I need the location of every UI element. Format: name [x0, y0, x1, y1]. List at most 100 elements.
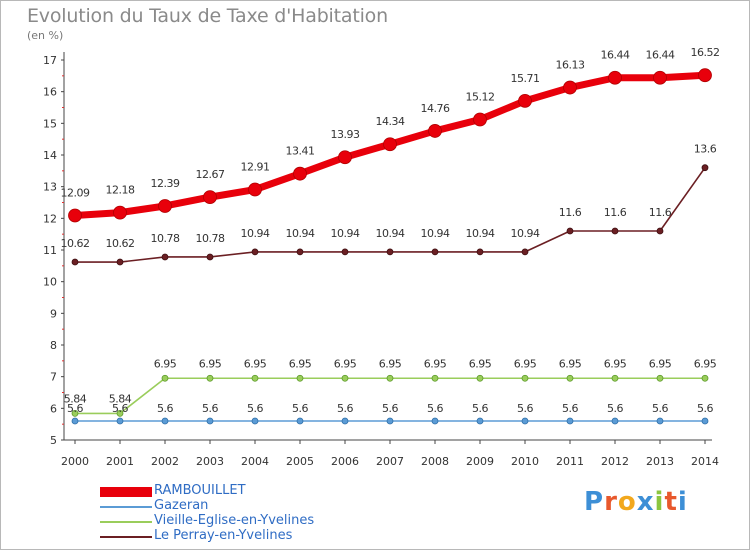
data-point [656, 227, 664, 235]
data-label: 6.95 [604, 357, 627, 370]
data-point [653, 70, 667, 85]
data-label: 5.6 [607, 402, 623, 415]
logo-letter: r [604, 487, 618, 517]
legend-label: Vieille-Eglise-en-Yvelines [154, 513, 315, 528]
data-label: 5.6 [337, 402, 353, 415]
legend-item: Vieille-Eglise-en-Yvelines [100, 513, 360, 530]
data-point [563, 80, 577, 95]
y-tick-label: 12 [43, 212, 57, 225]
data-label: 10.94 [376, 227, 405, 240]
y-tick-label: 13 [43, 181, 57, 194]
data-point [431, 374, 439, 382]
x-tick-label: 2012 [601, 455, 629, 468]
data-point [656, 417, 664, 425]
data-label: 6.95 [289, 357, 312, 370]
data-label: 10.94 [241, 227, 270, 240]
data-point [293, 166, 307, 181]
logo-letter: t [664, 487, 678, 517]
data-point [341, 374, 349, 382]
proxiti-logo: Proxiti [584, 487, 688, 517]
y-tick-label: 17 [43, 54, 57, 67]
legend-item: RAMBOUILLET [100, 483, 360, 500]
data-label: 6.95 [244, 357, 267, 370]
data-label: 10.78 [151, 232, 180, 245]
data-label: 5.6 [247, 402, 263, 415]
x-tick-label: 2008 [421, 455, 449, 468]
y-tick-label: 5 [50, 434, 57, 447]
data-label: 6.95 [379, 357, 402, 370]
y-tick-label: 6 [50, 402, 57, 415]
data-label: 6.95 [334, 357, 357, 370]
y-tick-label: 16 [43, 86, 57, 99]
data-label: 16.44 [601, 49, 630, 62]
data-label: 10.94 [466, 227, 495, 240]
data-point [566, 227, 574, 235]
data-label: 5.6 [67, 402, 83, 415]
data-label: 5.6 [427, 402, 443, 415]
data-label: 13.41 [286, 145, 315, 158]
logo-letter: P [584, 487, 605, 517]
data-point [611, 227, 619, 235]
data-point [206, 253, 214, 261]
data-point [566, 417, 574, 425]
data-point [341, 248, 349, 256]
legend-item: Le Perray-en-Yvelines [100, 528, 360, 545]
data-label: 5.6 [202, 402, 218, 415]
data-point [521, 374, 529, 382]
data-label: 6.95 [199, 357, 222, 370]
data-point [206, 374, 214, 382]
x-tick-label: 2011 [556, 455, 584, 468]
legend-label: Gazeran [154, 498, 209, 513]
logo-letter: x [636, 487, 655, 517]
data-label: 16.44 [646, 49, 675, 62]
data-point [341, 417, 349, 425]
data-point [656, 374, 664, 382]
legend-item: Gazeran [100, 498, 360, 515]
chart-unit-label: (en %) [27, 29, 64, 42]
x-tick-label: 2005 [286, 455, 314, 468]
data-label: 14.76 [421, 102, 450, 115]
x-tick-label: 2003 [196, 455, 224, 468]
x-tick-label: 2004 [241, 455, 269, 468]
data-point [431, 248, 439, 256]
data-point [161, 374, 169, 382]
data-point [701, 374, 709, 382]
data-point [386, 374, 394, 382]
data-point [386, 248, 394, 256]
data-label: 6.95 [154, 357, 177, 370]
legend-swatch [100, 506, 152, 508]
data-label: 15.12 [466, 91, 495, 104]
data-label: 16.13 [556, 59, 585, 72]
data-label: 11.6 [559, 206, 582, 219]
data-label: 12.91 [241, 161, 270, 174]
data-label: 10.94 [286, 227, 315, 240]
data-label: 12.18 [106, 184, 135, 197]
chart-title: Evolution du Taux de Taxe d'Habitation [27, 5, 388, 27]
data-point [71, 258, 79, 266]
data-point [248, 182, 262, 197]
y-tick-label: 7 [50, 371, 57, 384]
data-label: 10.62 [106, 237, 135, 250]
data-label: 6.95 [559, 357, 582, 370]
data-point [161, 417, 169, 425]
data-label: 10.94 [331, 227, 360, 240]
data-point [476, 248, 484, 256]
data-label: 10.78 [196, 232, 225, 245]
x-tick-label: 2007 [376, 455, 404, 468]
data-label: 10.94 [421, 227, 450, 240]
data-point [296, 374, 304, 382]
data-point [296, 417, 304, 425]
data-point [476, 417, 484, 425]
data-point [383, 137, 397, 152]
data-label: 6.95 [424, 357, 447, 370]
data-point [701, 417, 709, 425]
data-point [251, 417, 259, 425]
data-point [71, 417, 79, 425]
data-label: 15.71 [511, 72, 540, 85]
data-point [476, 374, 484, 382]
data-label: 13.6 [694, 143, 717, 156]
x-tick-label: 2010 [511, 455, 539, 468]
data-label: 5.6 [382, 402, 398, 415]
data-label: 10.94 [511, 227, 540, 240]
